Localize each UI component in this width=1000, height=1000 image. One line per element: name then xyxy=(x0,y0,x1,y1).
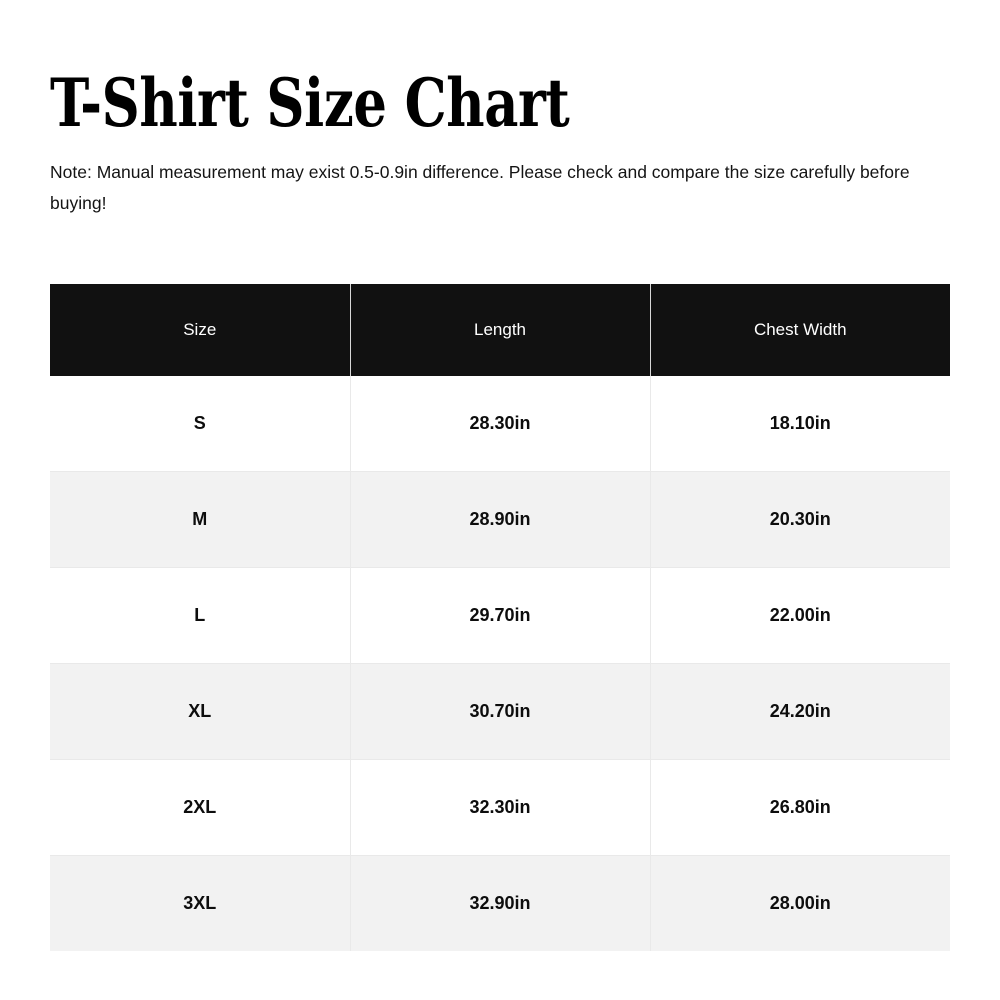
table-header-row: Size Length Chest Width xyxy=(50,284,950,376)
cell-length: 32.30in xyxy=(350,759,651,856)
cell-size: M xyxy=(50,471,351,568)
column-header-chest-width: Chest Width xyxy=(650,284,950,376)
cell-length: 28.30in xyxy=(350,376,651,472)
cell-chest-width: 20.30in xyxy=(650,471,950,568)
table-header: Size Length Chest Width xyxy=(50,284,950,376)
cell-size: XL xyxy=(50,663,351,760)
cell-chest-width: 24.20in xyxy=(650,663,950,760)
cell-chest-width: 28.00in xyxy=(650,855,950,951)
cell-length: 29.70in xyxy=(350,567,651,664)
cell-chest-width: 22.00in xyxy=(650,567,950,664)
table-body: S 28.30in 18.10in M 28.90in 20.30in L 29… xyxy=(50,376,950,951)
measurement-note: Note: Manual measurement may exist 0.5-0… xyxy=(50,162,910,213)
cell-size: S xyxy=(50,376,351,472)
cell-size: 2XL xyxy=(50,759,351,856)
column-header-length: Length xyxy=(350,284,651,376)
table-row: M 28.90in 20.30in xyxy=(50,471,950,568)
table-row: 2XL 32.30in 26.80in xyxy=(50,759,950,856)
size-chart-table: Size Length Chest Width S 28.30in 18.10i… xyxy=(50,284,950,951)
table-row: XL 30.70in 24.20in xyxy=(50,663,950,760)
cell-chest-width: 18.10in xyxy=(650,376,950,472)
cell-chest-width: 26.80in xyxy=(650,759,950,856)
table-row: 3XL 32.90in 28.00in xyxy=(50,855,950,951)
table-row: S 28.30in 18.10in xyxy=(50,376,950,472)
table-row: L 29.70in 22.00in xyxy=(50,567,950,664)
page-title: T-Shirt Size Chart xyxy=(50,64,570,142)
cell-size: 3XL xyxy=(50,855,351,951)
cell-length: 28.90in xyxy=(350,471,651,568)
cell-length: 32.90in xyxy=(350,855,651,951)
cell-size: L xyxy=(50,567,351,664)
column-header-size: Size xyxy=(50,284,351,376)
cell-length: 30.70in xyxy=(350,663,651,760)
